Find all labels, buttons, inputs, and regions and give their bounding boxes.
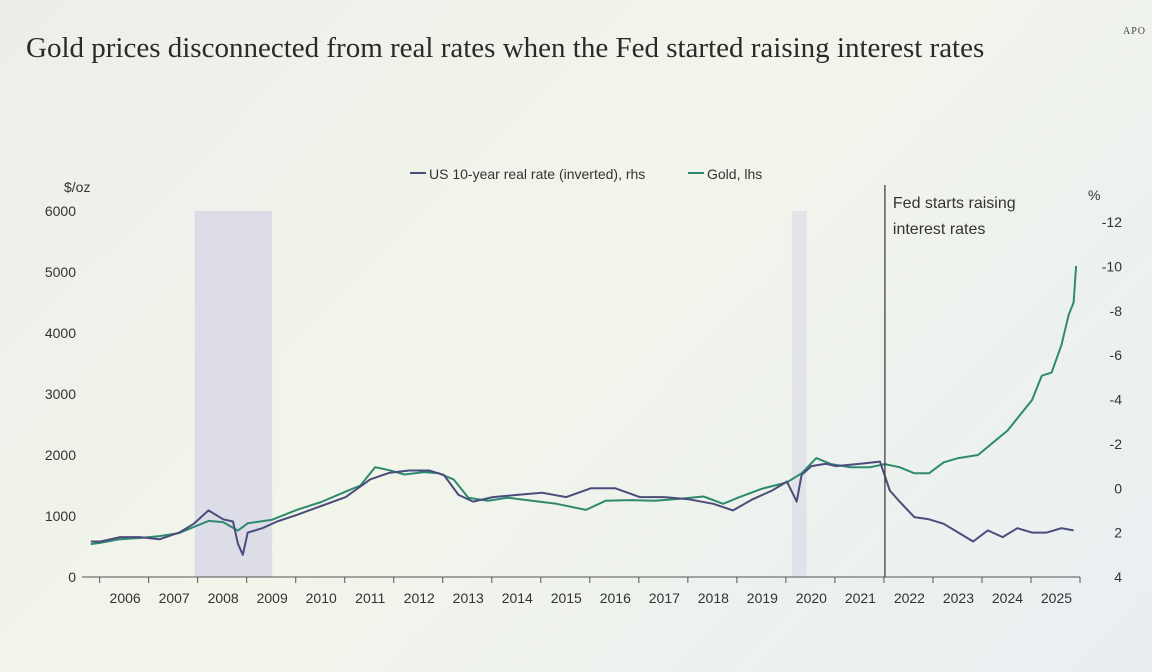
annotation-text-line-1: Fed starts raising bbox=[893, 195, 1016, 212]
left-tick-label: 2000 bbox=[45, 447, 76, 463]
legend: US 10-year real rate (inverted), rhs Gol… bbox=[410, 166, 762, 182]
left-tick-label: 4000 bbox=[45, 325, 76, 341]
real-rate-series-line bbox=[90, 460, 1074, 556]
left-tick-label: 0 bbox=[68, 569, 76, 585]
right-tick-label: -4 bbox=[1110, 392, 1123, 408]
recession-shade-2008 bbox=[194, 211, 273, 577]
x-tick-label: 2013 bbox=[453, 590, 484, 606]
left-tick-label: 5000 bbox=[45, 264, 76, 280]
brand-mark: APO bbox=[1122, 26, 1146, 37]
x-tick-label: 2018 bbox=[698, 590, 729, 606]
right-tick-label: -8 bbox=[1110, 303, 1123, 319]
x-tick-label: 2006 bbox=[110, 590, 141, 606]
x-tick-label: 2014 bbox=[502, 590, 533, 606]
axes: 0 1000 2000 3000 4000 5000 6000 4 2 0 -2 -4 -6 -8 -10 -… bbox=[45, 203, 1122, 606]
legend-real-rate: US 10-year real rate (inverted), rhs bbox=[429, 166, 645, 182]
right-tick-label: 4 bbox=[1114, 569, 1122, 585]
x-tick-label: 2023 bbox=[943, 590, 974, 606]
left-tick-label: 6000 bbox=[45, 203, 76, 219]
x-tick-label: 2015 bbox=[551, 590, 582, 606]
x-tick-label: 2024 bbox=[992, 590, 1023, 606]
right-tick-label: 0 bbox=[1114, 480, 1122, 496]
x-tick-label: 2011 bbox=[355, 590, 385, 606]
right-tick-label: -12 bbox=[1102, 214, 1122, 230]
right-tick-label: -2 bbox=[1110, 436, 1123, 452]
recession-shade-2020 bbox=[791, 211, 807, 577]
x-tick-label: 2019 bbox=[747, 590, 778, 606]
x-tick-label: 2020 bbox=[796, 590, 827, 606]
gold-series-line bbox=[90, 265, 1078, 546]
left-tick-label: 3000 bbox=[45, 386, 76, 402]
x-tick-label: 2010 bbox=[306, 590, 337, 606]
left-axis-label: $/oz bbox=[64, 179, 90, 195]
right-axis-label: % bbox=[1088, 187, 1100, 203]
right-tick-label: -10 bbox=[1102, 258, 1122, 274]
series-lines bbox=[90, 265, 1078, 556]
x-tick-label: 2022 bbox=[894, 590, 925, 606]
x-tick-label: 2021 bbox=[845, 590, 876, 606]
x-tick-label: 2009 bbox=[257, 590, 288, 606]
x-tick-label: 2017 bbox=[649, 590, 680, 606]
x-tick-label: 2016 bbox=[600, 590, 631, 606]
x-tick-label: 2008 bbox=[208, 590, 239, 606]
right-tick-label: 2 bbox=[1114, 525, 1122, 541]
chart-title: Gold prices disconnected from real rates… bbox=[26, 32, 985, 64]
x-tick-label: 2025 bbox=[1041, 590, 1072, 606]
left-tick-label: 1000 bbox=[45, 508, 76, 524]
x-tick-label: 2012 bbox=[404, 590, 435, 606]
right-tick-label: -6 bbox=[1110, 347, 1123, 363]
legend-gold: Gold, lhs bbox=[707, 166, 762, 182]
x-tick-label: 2007 bbox=[159, 590, 190, 606]
annotation-text-line-2: interest rates bbox=[893, 221, 985, 238]
